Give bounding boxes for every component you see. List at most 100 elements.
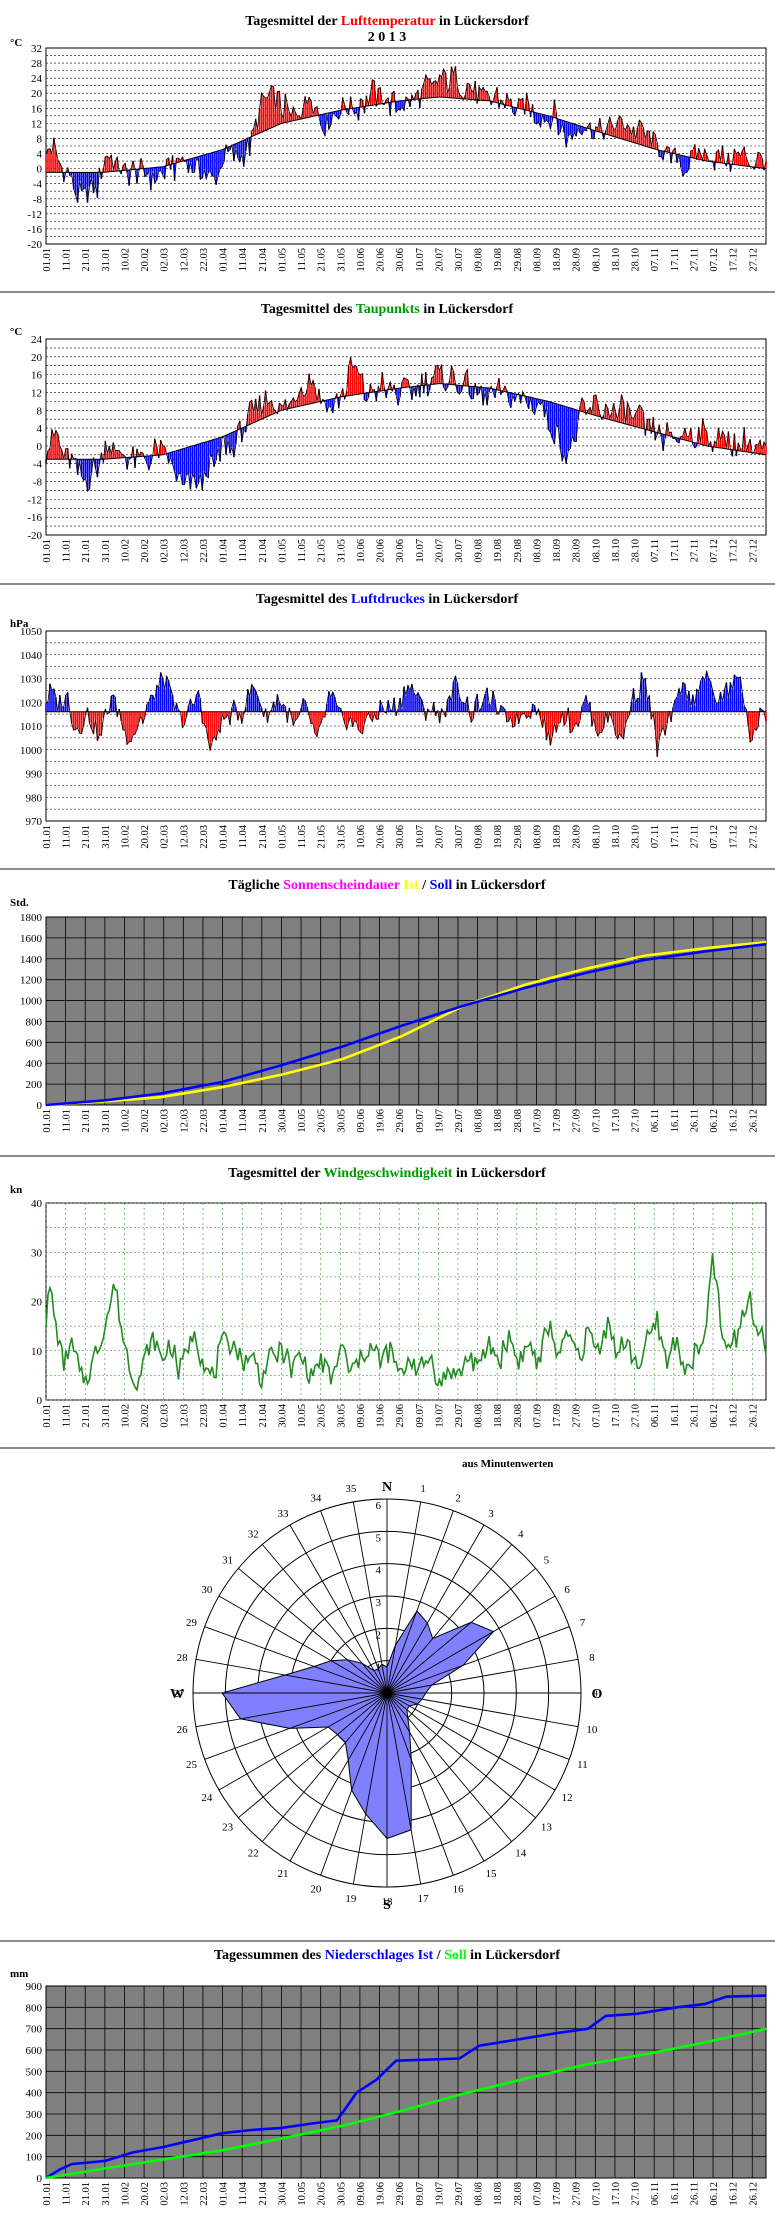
sector-label: 35: [345, 1483, 357, 1495]
sector-label: 19: [345, 1893, 357, 1905]
x-tick-label: 28.08: [513, 2182, 524, 2206]
sector-label: 8: [589, 1652, 595, 1664]
radial-spoke: [386, 1626, 570, 1694]
x-tick-label: 19.07: [434, 1404, 445, 1428]
x-tick-label: 07.11: [650, 248, 661, 271]
x-tick-label: 02.03: [160, 248, 171, 272]
x-tick-label: 31.01: [101, 825, 112, 849]
x-tick-label: 10.05: [297, 1109, 308, 1133]
sector-label: 29: [186, 1617, 198, 1629]
x-tick-label: 29.08: [513, 248, 524, 272]
x-tick-label: 29.08: [513, 825, 524, 849]
radial-spoke: [386, 1692, 513, 1842]
x-tick-label: 02.03: [160, 539, 171, 563]
x-tick-label: 21.01: [81, 2182, 92, 2206]
chart-title-part: Tagesmittel der: [245, 14, 341, 29]
x-tick-label: 17.11: [670, 539, 681, 562]
y-tick-label: 4: [37, 149, 43, 161]
x-tick-label: 31.05: [336, 248, 347, 272]
x-tick-label: 22.03: [199, 2182, 210, 2206]
x-tick-label: 29.06: [395, 1404, 406, 1428]
x-tick-label: 18.10: [611, 248, 622, 272]
x-tick-label: 26.12: [748, 1404, 759, 1428]
radial-spoke: [386, 1692, 422, 1885]
x-tick-label: 11.04: [238, 247, 249, 271]
pressure-panel: Tagesmittel des Luftdruckes in Lückersdo…: [0, 585, 775, 868]
x-tick-label: 31.01: [101, 539, 112, 563]
y-tick-label: 12: [31, 387, 42, 399]
x-tick-label: 28.08: [513, 1404, 524, 1428]
chart-title: Tägliche Sonnenscheindauer Ist / Soll in…: [228, 878, 546, 893]
y-tick-label: 24: [31, 73, 43, 85]
sector-label: 22: [248, 1847, 259, 1859]
x-tick-label: 09.08: [474, 248, 485, 272]
sector-label: 25: [186, 1759, 198, 1771]
y-tick-label: 1800: [20, 912, 43, 924]
x-tick-label: 10.06: [356, 248, 367, 272]
x-tick-label: 29.07: [454, 2182, 465, 2206]
x-tick-label: 21.01: [81, 825, 92, 849]
x-tick-label: 18.09: [552, 539, 563, 563]
x-tick-label: 08.09: [532, 825, 543, 849]
x-tick-label: 20.02: [140, 1109, 151, 1133]
y-tick-label: 1000: [20, 996, 43, 1008]
dewpoint-panel: Tagesmittel des Taupunkts in Lückersdorf…: [0, 293, 775, 583]
y-tick-label: 600: [26, 1037, 43, 1049]
radial-spoke: [352, 1501, 388, 1694]
y-tick-label: 0: [37, 441, 43, 453]
x-tick-label: 22.03: [199, 825, 210, 849]
x-tick-label: 20.05: [317, 2182, 328, 2206]
radial-spoke: [352, 1692, 388, 1885]
panel-separator: [0, 868, 775, 870]
x-tick-label: 19.06: [376, 1109, 387, 1133]
x-tick-label: 07.09: [532, 1404, 543, 1428]
x-tick-label: 07.10: [591, 2182, 602, 2206]
x-tick-label: 30.04: [277, 1403, 288, 1427]
x-tick-label: 28.09: [572, 248, 583, 272]
sector-label: 9: [592, 1688, 598, 1700]
y-tick-label: 800: [26, 2002, 43, 2014]
sector-label: 33: [278, 1508, 290, 1520]
chart-title-part: Taupunkts: [356, 302, 421, 317]
y-tick-label: 20: [31, 88, 43, 100]
chart-title-part: Tagessummen des: [214, 1948, 325, 1963]
y-tick-label: 16: [31, 370, 43, 382]
x-tick-label: 18.08: [493, 1404, 504, 1428]
chart-title-part: /: [433, 1948, 444, 1963]
sector-label: 31: [222, 1554, 233, 1566]
x-tick-label: 17.12: [729, 539, 740, 563]
x-tick-label: 30.05: [336, 2182, 347, 2206]
radial-spoke: [320, 1510, 388, 1694]
wind-panel: Tagesmittel der Windgeschwindigkeit in L…: [0, 1157, 775, 1447]
x-tick-label: 21.01: [81, 1109, 92, 1133]
radial-spoke: [238, 1692, 388, 1819]
radial-spoke: [386, 1692, 570, 1760]
x-tick-label: 29.07: [454, 1109, 465, 1133]
y-tick-label: 1020: [20, 697, 43, 709]
x-tick-label: 26.11: [689, 1109, 700, 1132]
x-tick-label: 27.10: [631, 1109, 642, 1133]
radial-tick-label: 4: [376, 1565, 382, 1577]
y-tick-label: 1010: [20, 721, 43, 733]
x-tick-label: 01.05: [277, 248, 288, 272]
sector-label: 30: [201, 1584, 213, 1596]
cardinal-west: W: [170, 1687, 184, 1702]
y-tick-label: 32: [31, 43, 42, 55]
x-tick-label: 18.08: [493, 1109, 504, 1133]
x-tick-label: 31.01: [101, 248, 112, 272]
chart-title-part: Luftdruckes: [351, 592, 425, 607]
x-tick-label: 09.08: [474, 539, 485, 563]
sector-label: 10: [586, 1724, 598, 1736]
y-axis-unit: hPa: [10, 618, 29, 630]
x-tick-label: 01.01: [42, 825, 53, 849]
x-tick-label: 01.01: [42, 539, 53, 563]
radial-tick-label: 1: [376, 1662, 382, 1674]
x-tick-label: 31.01: [101, 1109, 112, 1133]
x-tick-label: 20.07: [434, 825, 445, 849]
y-tick-label: 24: [31, 334, 43, 346]
y-tick-label: 12: [31, 118, 42, 130]
sector-label: 15: [486, 1868, 498, 1880]
y-tick-label: 20: [31, 352, 43, 364]
y-tick-label: 1050: [20, 626, 43, 638]
precipitation-panel: Tagessummen des Niederschlages Ist / Sol…: [0, 1942, 775, 2228]
